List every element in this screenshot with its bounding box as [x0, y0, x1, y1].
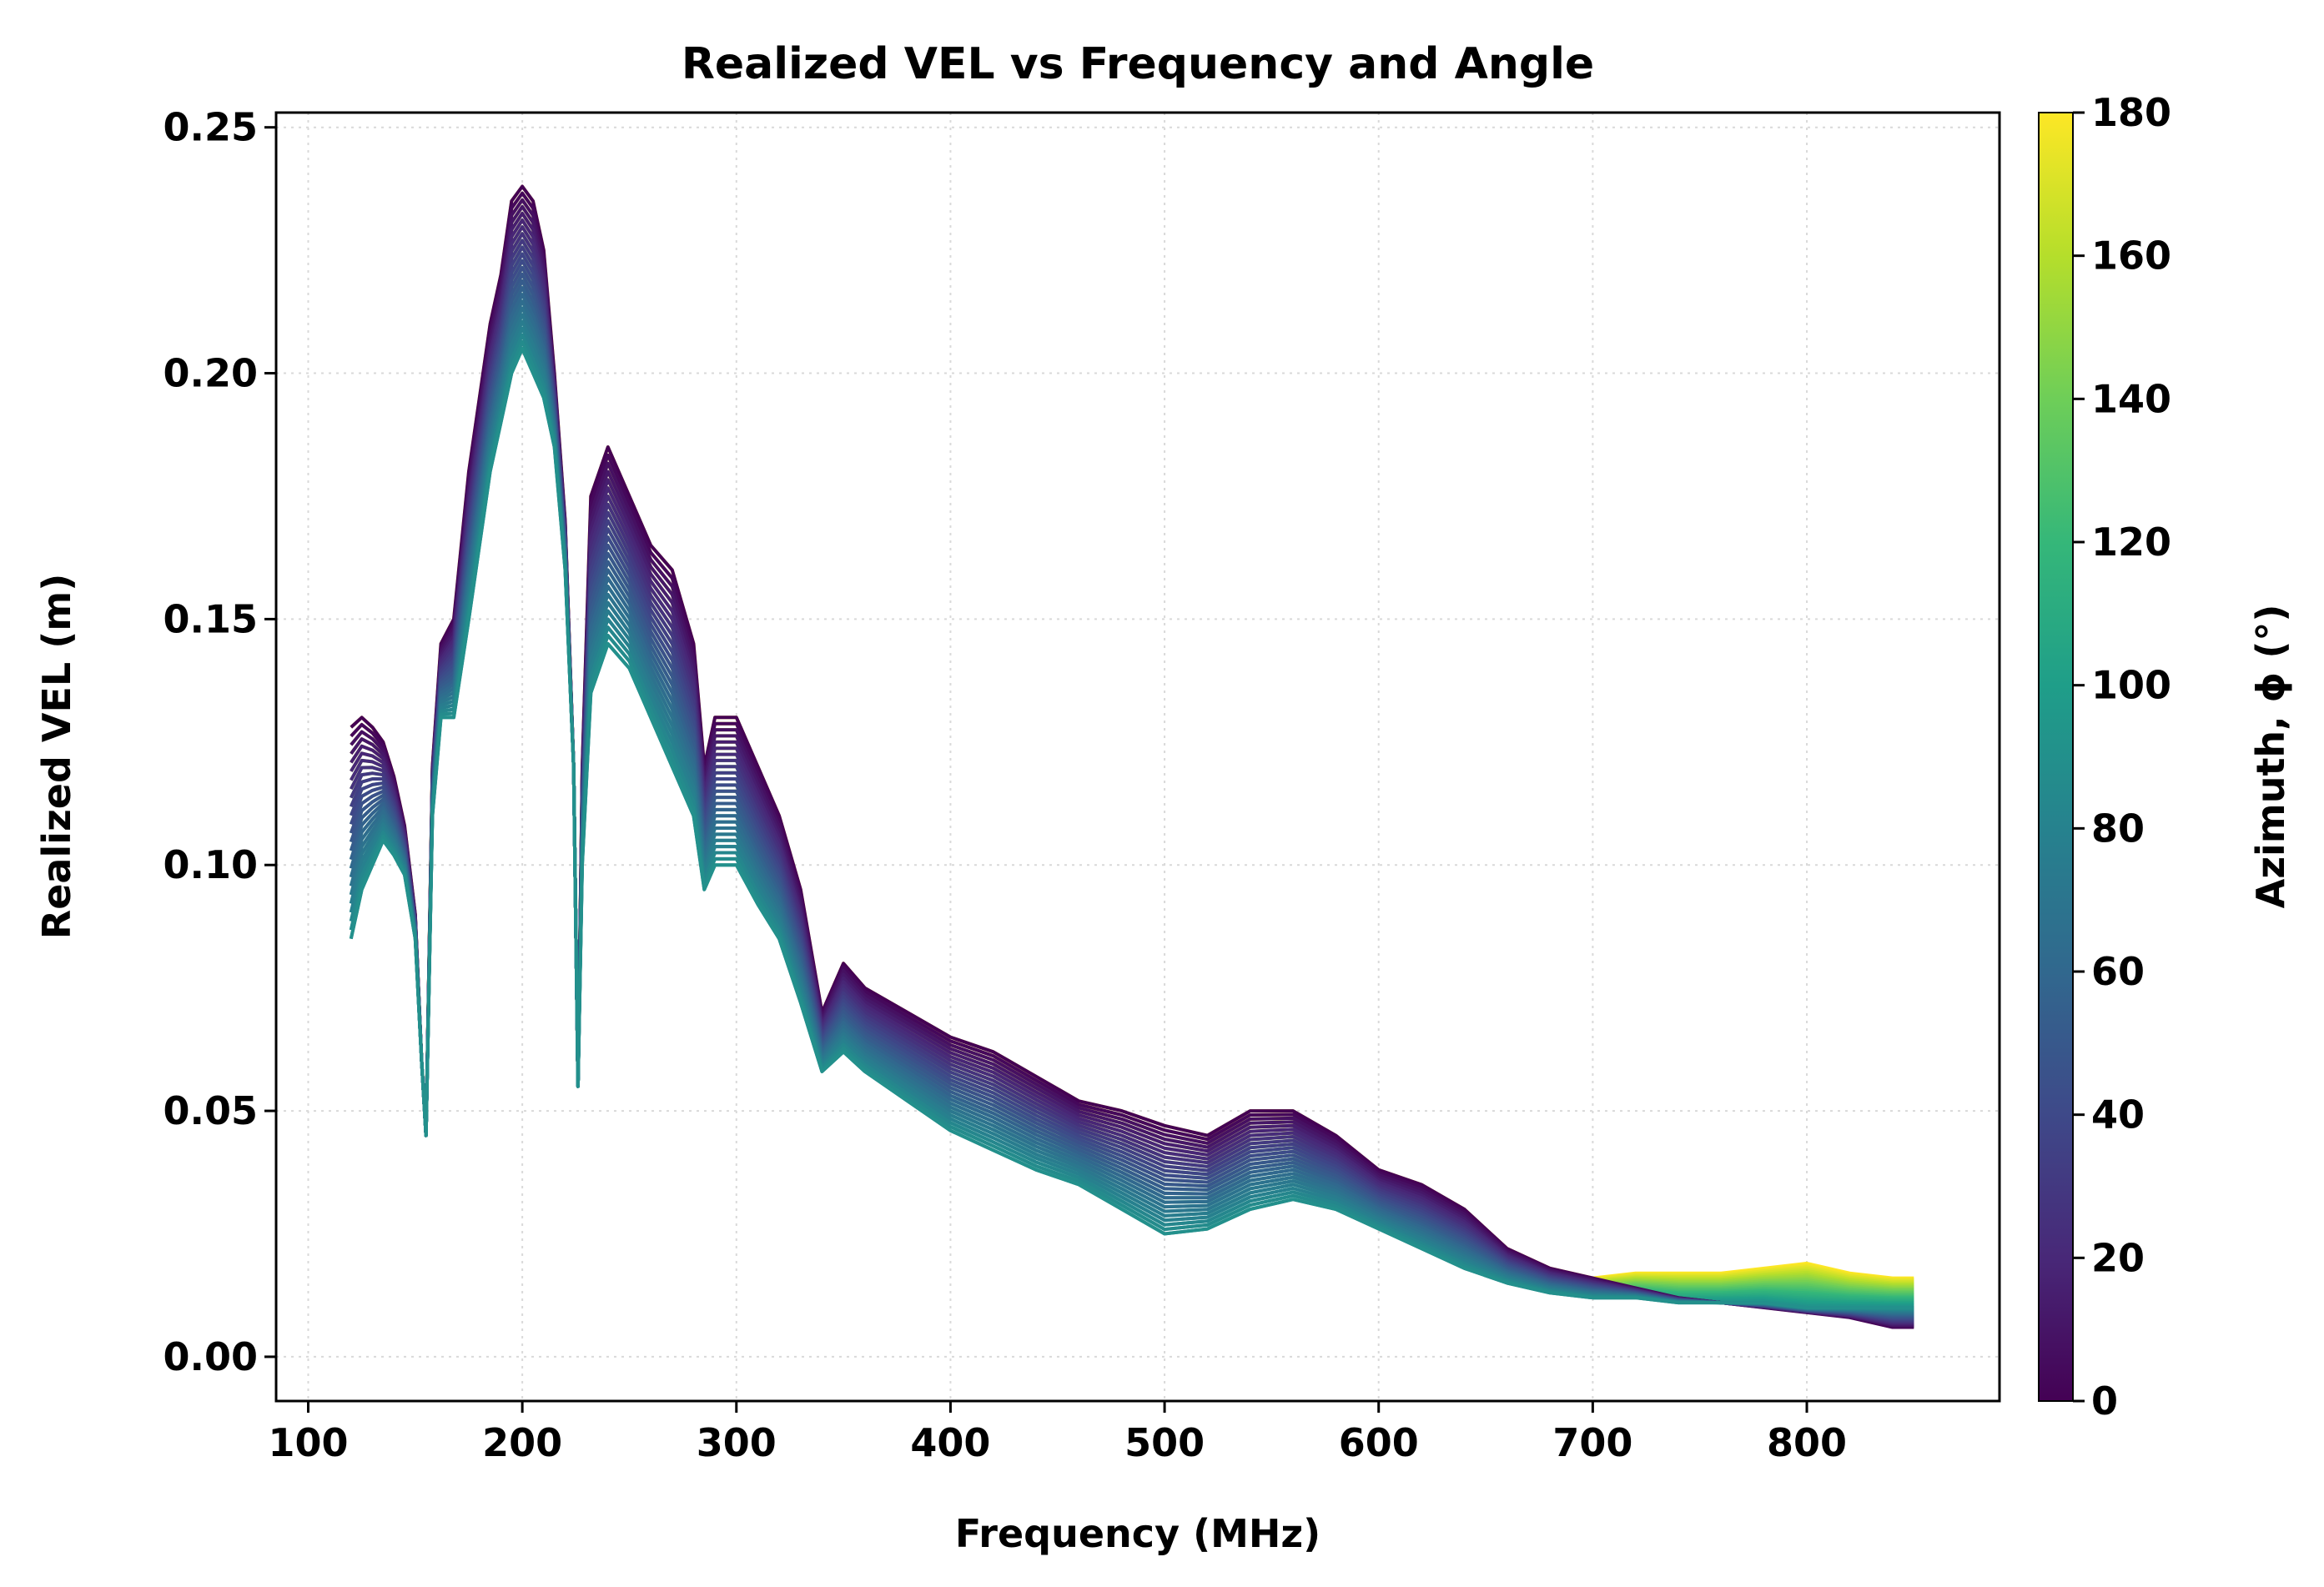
x-tick-label: 700 — [1552, 1420, 1632, 1465]
series-line-interp — [349, 272, 1914, 1318]
series-line-interp — [350, 225, 1914, 1324]
colorbar-tick-label: 160 — [2091, 234, 2171, 279]
plot-area: 100 200 300 400 500 600 700 800 0.00 0.05 0.10 0.1… — [163, 105, 2001, 1465]
colorbar-gradient — [2038, 112, 2074, 1402]
y-tick-label: 0.15 — [163, 596, 259, 641]
colorbar-tick-label: 40 — [2091, 1092, 2145, 1138]
series-line-interp — [349, 299, 1914, 1315]
y-tick-label: 0.20 — [163, 351, 259, 396]
series-line-interp — [349, 286, 1914, 1317]
x-tick-label: 800 — [1767, 1420, 1847, 1465]
series-line-interp — [350, 211, 1914, 1326]
y-axis-label: Realized VEL (m) — [34, 574, 79, 939]
colorbar-tick-label: 180 — [2091, 90, 2171, 135]
grid-lines — [276, 113, 2000, 1401]
x-tick-label: 100 — [268, 1420, 348, 1465]
series-line-interp — [349, 326, 1914, 1312]
colorbar-label: Azimuth, ϕ (°) — [2248, 605, 2293, 909]
y-tick-label: 0.10 — [163, 842, 259, 887]
colorbar-tick-label: 100 — [2091, 663, 2171, 708]
colorbar: 0 20 40 60 80 100 120 140 160 180 Azimuth, ϕ (°) — [2038, 90, 2293, 1424]
series-line-interp — [349, 265, 1914, 1319]
x-tick-label: 600 — [1339, 1420, 1419, 1465]
series-line-interp — [349, 313, 1914, 1313]
series-line-interp — [349, 293, 1914, 1316]
y-tick-label: 0.25 — [163, 105, 259, 150]
x-tick-label: 300 — [697, 1420, 777, 1465]
colorbar-tick-label: 140 — [2091, 376, 2171, 421]
series-line-interp — [349, 339, 1914, 1310]
axes-frame — [274, 111, 2001, 1403]
colorbar-tick-label: 60 — [2091, 949, 2145, 994]
x-axis-label: Frequency (MHz) — [955, 1511, 1320, 1556]
y-tick-label: 0.05 — [163, 1088, 259, 1133]
series-line-90 — [349, 347, 1914, 1309]
colorbar-tick-label: 80 — [2091, 806, 2145, 851]
y-axis: 0.00 0.05 0.10 0.15 0.20 0.25 — [163, 105, 276, 1379]
series-line-interp — [349, 279, 1914, 1318]
chart-title: Realized VEL vs Frequency and Angle — [682, 39, 1594, 89]
series-line-interp — [349, 319, 1914, 1313]
series-line-interp — [349, 245, 1914, 1322]
series-line-interp — [349, 306, 1914, 1314]
series-line-interp — [349, 333, 1914, 1311]
colorbar-tick-label: 120 — [2091, 520, 2171, 565]
series-band — [349, 184, 1914, 1329]
colorbar-ticks: 0 20 40 60 80 100 120 140 160 180 — [2073, 90, 2171, 1424]
y-tick-label: 0.00 — [163, 1334, 259, 1379]
colorbar-tick-label: 20 — [2091, 1235, 2145, 1280]
series-line-interp — [349, 252, 1914, 1321]
x-tick-label: 500 — [1124, 1420, 1205, 1465]
series-line-interp — [350, 232, 1914, 1323]
x-tick-label: 400 — [910, 1420, 990, 1465]
colorbar-tick-label: 0 — [2091, 1379, 2118, 1424]
x-tick-label: 200 — [482, 1420, 562, 1465]
series-line-interp — [349, 239, 1914, 1323]
series-line-interp — [349, 259, 1914, 1320]
x-axis: 100 200 300 400 500 600 700 800 — [268, 1401, 1847, 1465]
